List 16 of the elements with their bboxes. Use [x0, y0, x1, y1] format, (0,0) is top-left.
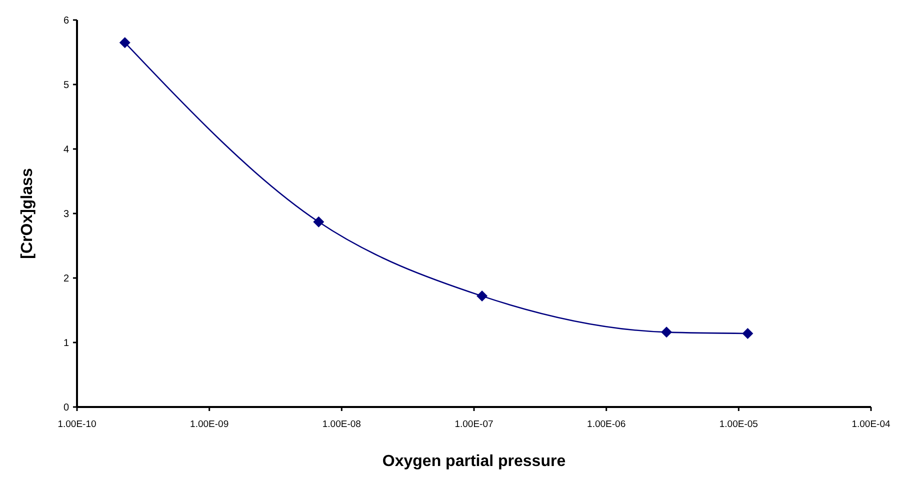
x-tick-label: 1.00E-05	[719, 419, 758, 430]
y-axis-title: [CrOx]glass	[19, 168, 36, 259]
y-tick-label: 5	[63, 80, 70, 91]
y-tick-label: 4	[63, 144, 70, 156]
x-axis-title: Oxygen partial pressure	[382, 453, 566, 470]
x-tick-label: 1.00E-06	[587, 419, 626, 430]
y-tick-label: 1	[63, 338, 70, 349]
x-tick-label: 1.00E-08	[322, 419, 361, 430]
y-tick-label: 2	[63, 274, 70, 284]
x-tick-label: 1.00E-09	[190, 419, 229, 430]
x-tick-label: 1.00E-10	[58, 419, 96, 430]
y-tick-label: 3	[63, 209, 70, 220]
x-tick-label: 1.00E-04	[852, 419, 890, 430]
x-tick-label: 1.00E-07	[454, 419, 494, 430]
y-tick-label: 6	[63, 16, 70, 26]
y-tick-label: 0	[63, 402, 70, 414]
